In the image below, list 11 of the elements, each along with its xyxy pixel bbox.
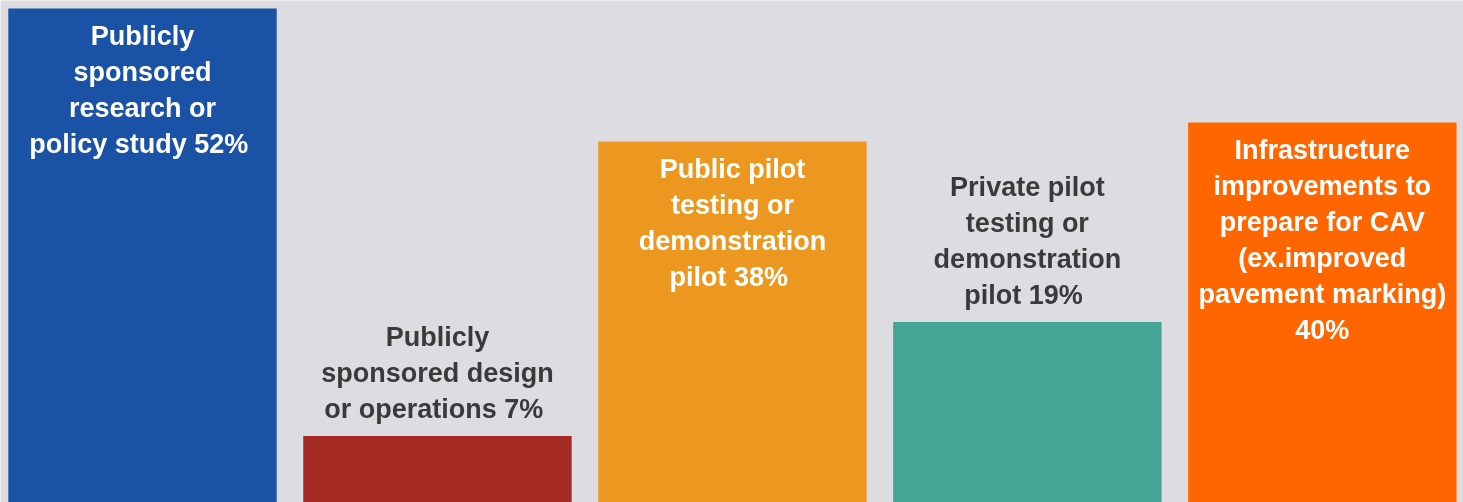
bar xyxy=(1188,122,1457,502)
x-tick-label: Infrastructure improvements to prepare for CAV (ex.improved pavement marking) xyxy=(1198,134,1447,309)
category-label: Public pilot testing or demonstration pilot 38% xyxy=(638,153,827,292)
bar xyxy=(303,436,572,502)
category-label: Publicly sponsored design or operations 7% xyxy=(321,322,554,424)
data-label: 40% xyxy=(1295,314,1350,345)
bar xyxy=(8,8,277,502)
bar xyxy=(893,322,1162,502)
category-label: Publicly sponsored research or policy study 52% xyxy=(29,20,249,159)
bar xyxy=(598,141,867,502)
category-label: Private pilot testing or demonstration pilot 19% xyxy=(933,172,1122,310)
